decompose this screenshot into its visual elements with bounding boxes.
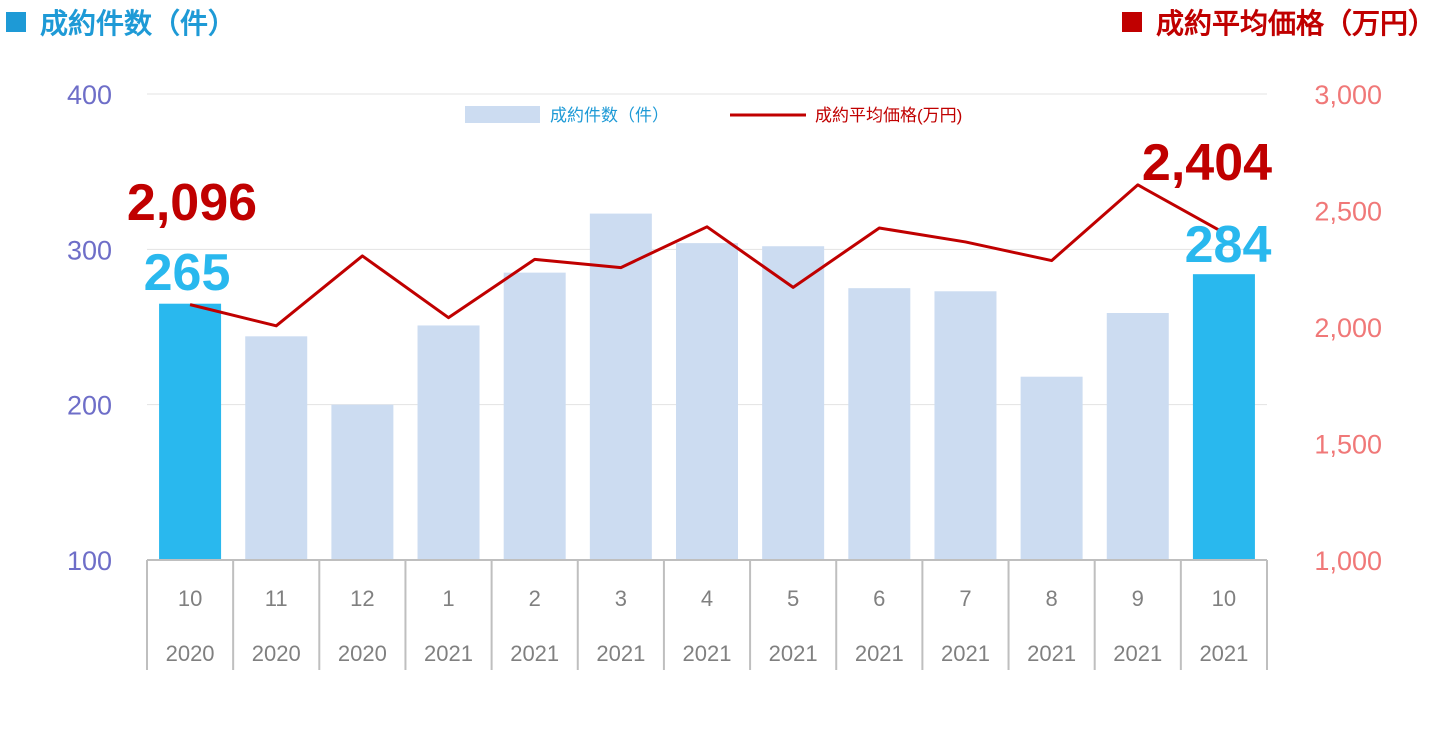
bar	[245, 336, 308, 560]
month-label: 6	[873, 586, 885, 611]
month-label: 9	[1132, 586, 1144, 611]
legend-bar-label: 成約件数（件）	[550, 106, 669, 125]
bar	[589, 213, 652, 560]
year-label: 2021	[683, 641, 732, 666]
bars	[159, 213, 1255, 560]
bar	[762, 246, 825, 560]
bar	[1106, 313, 1169, 560]
month-label: 7	[959, 586, 971, 611]
month-label: 8	[1045, 586, 1057, 611]
year-label: 2021	[596, 641, 645, 666]
year-label: 2021	[855, 641, 904, 666]
square-icon	[1121, 12, 1142, 32]
bar	[934, 291, 997, 560]
year-label: 2021	[769, 641, 818, 666]
bar	[1020, 376, 1083, 560]
bar	[417, 325, 480, 560]
left-tick-label: 100	[67, 546, 112, 576]
last-price-callout: 2,404	[1142, 134, 1272, 192]
right-tick-label: 2,500	[1314, 197, 1382, 227]
year-label: 2020	[166, 641, 215, 666]
month-label: 2	[529, 586, 541, 611]
month-label: 5	[787, 586, 799, 611]
month-label: 3	[615, 586, 627, 611]
bar	[1192, 274, 1255, 560]
callouts: 2,096 265 2,404 284	[127, 134, 1272, 302]
year-label: 2021	[1027, 641, 1076, 666]
square-icon	[6, 12, 26, 32]
first-price-callout: 2,096	[127, 174, 257, 232]
legend: 成約件数（件） 成約平均価格(万円)	[465, 106, 962, 125]
legend-line-label: 成約平均価格(万円)	[815, 106, 962, 125]
right-axis-title: 成約平均価格（万円）	[1121, 2, 1436, 42]
category-table: 10 2020 11 2020 12 2020 1 2021 2 2021 3 2021 4 2021 5 2…	[146, 559, 1268, 670]
month-label: 12	[350, 586, 374, 611]
bar	[676, 243, 738, 560]
left-tick-label: 400	[67, 80, 112, 110]
year-label: 2021	[1113, 641, 1162, 666]
year-label: 2020	[252, 641, 301, 666]
right-tick-label: 1,500	[1314, 430, 1382, 460]
right-tick-label: 3,000	[1314, 80, 1382, 110]
month-label: 10	[1212, 586, 1236, 611]
year-label: 2020	[338, 641, 387, 666]
left-axis: 100 200 300 400	[67, 80, 112, 576]
bar	[331, 404, 394, 560]
month-label: 11	[265, 586, 288, 611]
left-tick-label: 300	[67, 235, 112, 265]
year-label: 2021	[424, 641, 473, 666]
right-axis: 1,000 1,500 2,000 2,500 3,000	[1314, 80, 1382, 576]
year-label: 2021	[941, 641, 990, 666]
bar	[159, 303, 222, 560]
bar	[503, 272, 566, 560]
price-line	[189, 183, 1225, 328]
month-label: 10	[178, 586, 202, 611]
first-count-callout: 265	[144, 244, 231, 302]
legend-bar-swatch	[465, 106, 540, 123]
month-label: 4	[701, 586, 713, 611]
left-tick-label: 200	[67, 391, 112, 421]
right-tick-label: 2,000	[1314, 313, 1382, 343]
last-count-callout: 284	[1185, 216, 1272, 274]
year-label: 2021	[510, 641, 559, 666]
left-axis-title: 成約件数（件）	[6, 2, 236, 42]
right-axis-title-text: 成約平均価格（万円）	[1155, 8, 1436, 39]
year-label: 2021	[1199, 641, 1248, 666]
right-tick-label: 1,000	[1314, 546, 1382, 576]
left-axis-title-text: 成約件数（件）	[40, 8, 237, 39]
month-label: 1	[442, 586, 454, 611]
bar	[848, 288, 911, 560]
